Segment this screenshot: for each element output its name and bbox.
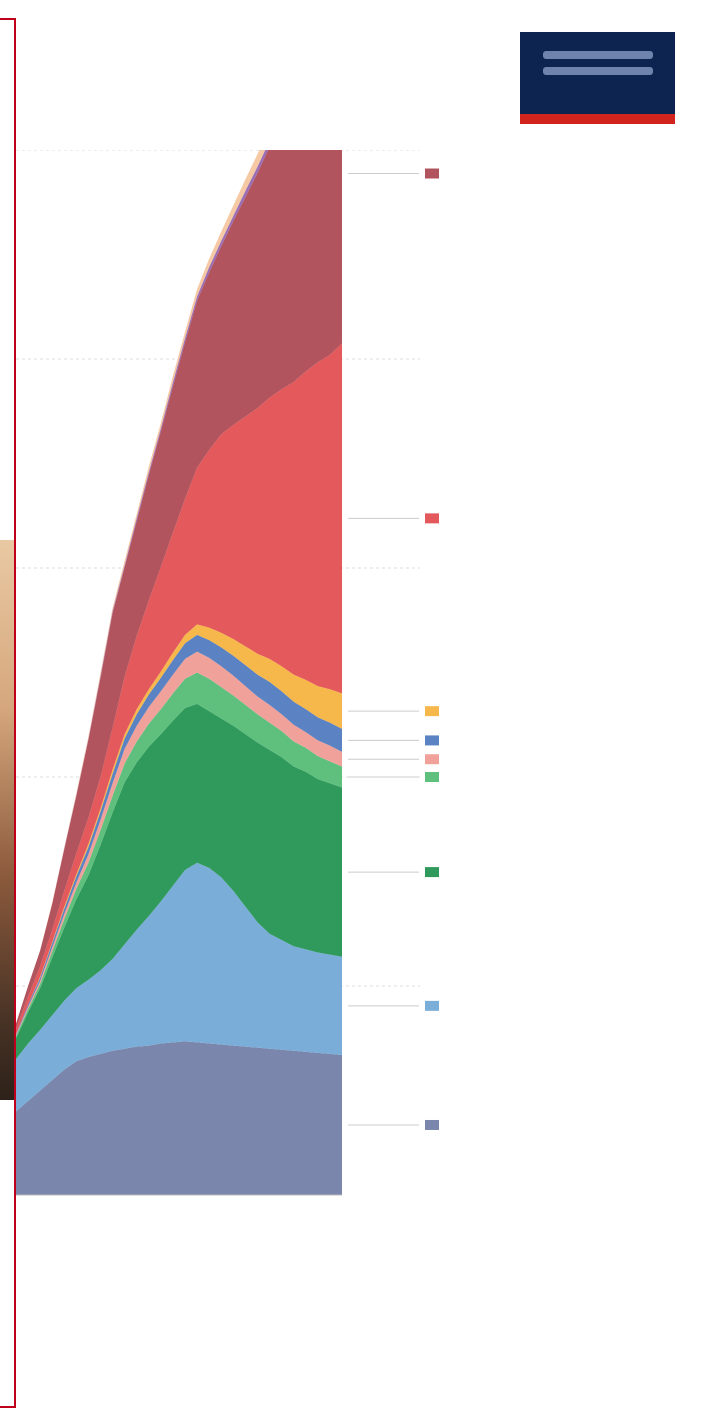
legend-swatch <box>425 1000 439 1011</box>
brand-logo-icon <box>520 32 675 124</box>
legend-swatch <box>425 735 439 746</box>
legend-swatch <box>425 513 439 524</box>
stacked-area-chart <box>16 150 439 1196</box>
legend-swatch <box>425 867 439 878</box>
legend-swatch <box>425 754 439 765</box>
area-series-2 <box>16 862 342 1112</box>
area-series-9 <box>16 150 342 1029</box>
page-title <box>26 48 206 88</box>
legend-swatch <box>425 706 439 717</box>
brand-logo-mark <box>542 51 653 95</box>
area-series-3 <box>16 703 342 1060</box>
legend-swatch <box>425 772 439 782</box>
legend-swatch <box>425 1119 439 1130</box>
area-series-1 <box>16 1041 342 1195</box>
area-series-8 <box>16 343 342 1035</box>
side-photo <box>0 540 14 1100</box>
legend-swatch <box>425 168 439 179</box>
